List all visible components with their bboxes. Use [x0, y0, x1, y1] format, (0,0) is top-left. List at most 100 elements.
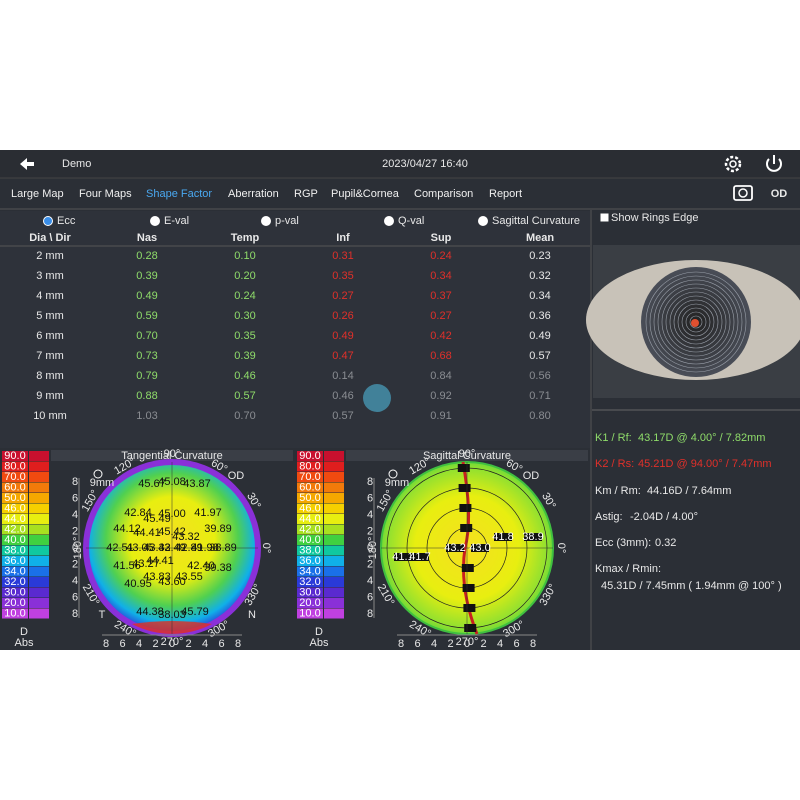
angle-label: 0°: [555, 543, 567, 554]
checkbox-label: Show Rings Edge: [611, 212, 698, 224]
scale-label: 38.0: [299, 544, 320, 556]
camera-button[interactable]: [733, 185, 753, 201]
map-value: 38.03: [158, 609, 186, 621]
axis-tick-label: 8: [398, 638, 404, 650]
table-cell: 0.24: [430, 250, 451, 262]
axis-tick-label: 2: [480, 638, 486, 650]
zoom-button[interactable]: [388, 469, 398, 479]
radio-label: p-val: [275, 215, 299, 227]
checkbox[interactable]: [600, 213, 609, 222]
table-cell: 2 mm: [36, 250, 64, 262]
scale-label: 30.0: [4, 586, 25, 598]
map-value: 42.40: [187, 560, 215, 572]
scale-label: 50.0: [299, 492, 320, 504]
scale-label: 90.0: [4, 450, 25, 462]
kerato-value: 0.32: [655, 537, 676, 549]
radio-button[interactable]: [478, 216, 488, 226]
axis-tick-label: 4: [202, 638, 208, 650]
zoom-label: 9mm: [385, 477, 409, 489]
axis-tick-label: 2: [72, 558, 78, 570]
scale-bar: [29, 482, 49, 493]
table-header: Temp: [231, 232, 260, 244]
table-cell: 0.79: [136, 370, 157, 382]
nasal-label: N: [248, 609, 256, 621]
table-cell: 0.68: [430, 350, 451, 362]
zoom-button[interactable]: [93, 469, 103, 479]
scale-unit: D: [20, 626, 28, 638]
eye-image: [691, 319, 699, 327]
table-cell: 0.34: [430, 270, 451, 282]
header-bar: [0, 150, 800, 178]
map-value: 43.83: [143, 571, 171, 583]
map-value: 43.32: [172, 531, 200, 543]
axis-tick-label: 2: [72, 525, 78, 537]
scale-label: 60.0: [299, 481, 320, 493]
eye-side: OD: [771, 188, 788, 200]
scale-label: 80.0: [4, 460, 25, 472]
map-value: 41.7: [409, 551, 430, 563]
scale-swatch: [297, 566, 323, 577]
scale-swatch: [297, 482, 323, 493]
nav-tab[interactable]: Pupil&Cornea: [331, 188, 400, 200]
angle-label: 90°: [459, 448, 476, 460]
axis-tick-label: 0: [169, 638, 175, 650]
meridian-marker: [461, 564, 474, 572]
nav-tab[interactable]: RGP: [294, 188, 318, 200]
scale-label: 42.0: [299, 523, 320, 535]
kerato-value: 44.16D / 7.64mm: [647, 485, 731, 497]
scale-swatch: [297, 608, 323, 619]
radio-button[interactable]: [384, 216, 394, 226]
table-cell: 0.49: [136, 290, 157, 302]
scale-bar: [29, 524, 49, 535]
scale-label: 34.0: [4, 565, 25, 577]
radio-button[interactable]: [150, 216, 160, 226]
table-cell: 10 mm: [33, 410, 67, 422]
scale-label: 44.0: [4, 513, 25, 525]
nav-tab[interactable]: Large Map: [11, 188, 64, 200]
table-cell: 0.46: [332, 390, 353, 402]
axis-tick-label: 8: [235, 638, 241, 650]
scale-bar: [29, 493, 49, 503]
map-value: 43.87: [183, 478, 211, 490]
map-value: 44.38: [136, 606, 164, 618]
meridian-marker: [457, 464, 470, 472]
axis-tick-label: 8: [72, 608, 78, 620]
value-box: [471, 544, 489, 552]
nav-tab[interactable]: Shape Factor: [146, 188, 212, 200]
power-button[interactable]: [766, 155, 782, 172]
radio-button[interactable]: [261, 216, 271, 226]
back-button[interactable]: [20, 158, 34, 170]
scale-swatch: [2, 514, 28, 524]
eye-image: [645, 271, 747, 373]
table-cell: 0.32: [529, 270, 550, 282]
scale-mode: Abs: [15, 637, 34, 649]
table-cell: 0.80: [529, 410, 550, 422]
settings-button[interactable]: [724, 155, 742, 173]
kerato-value: -2.04D / 4.00°: [630, 511, 698, 523]
map-value: 38.89: [209, 542, 237, 554]
scale-swatch: [2, 461, 28, 472]
axis-tick-label: 4: [136, 638, 142, 650]
angle-label: 270°: [456, 636, 479, 648]
scale-bar: [324, 451, 344, 461]
scale-swatch: [297, 472, 323, 482]
map-value: 44.41: [146, 555, 174, 567]
table-header: Nas: [137, 232, 157, 244]
scale-bar: [29, 514, 49, 524]
scale-bar: [324, 608, 344, 619]
radio-button[interactable]: [43, 216, 53, 226]
scale-label: 70.0: [4, 471, 25, 483]
map-value: 45.79: [181, 606, 209, 618]
nav-tab[interactable]: Aberration: [228, 188, 279, 200]
nav-tab[interactable]: Four Maps: [79, 188, 132, 200]
angle-label: 90°: [164, 448, 181, 460]
table-cell: 0.42: [430, 330, 451, 342]
table-cell: 1.03: [136, 410, 157, 422]
scale-bar: [324, 524, 344, 535]
nav-tab[interactable]: Report: [489, 188, 522, 200]
nav-tab[interactable]: Comparison: [414, 188, 473, 200]
map-title-bar: [51, 450, 293, 461]
map-value: 40.95: [124, 578, 152, 590]
radio-label: E-val: [164, 215, 189, 227]
scale-label: 60.0: [4, 481, 25, 493]
